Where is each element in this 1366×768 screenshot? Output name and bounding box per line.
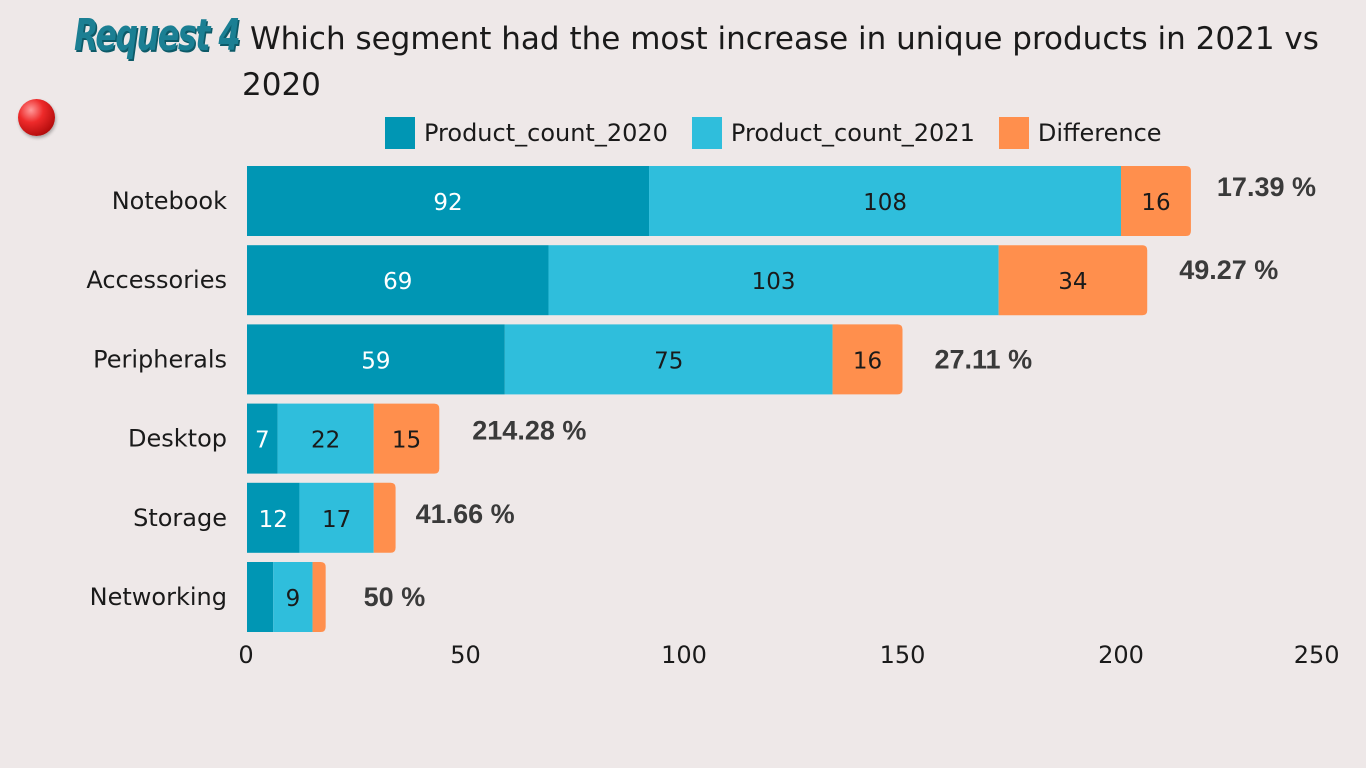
- legend-swatch-2020: [385, 117, 415, 149]
- bar-segment-product-count-2021: [299, 482, 374, 553]
- bar-value-label: 7: [255, 428, 270, 454]
- bar-segment-difference: [832, 324, 903, 395]
- bar-segment-product-count-2020: [247, 482, 300, 553]
- bar-value-label: 75: [654, 348, 683, 374]
- bar-value-label: 12: [259, 507, 288, 533]
- bar-segment-product-count-2021: [504, 324, 833, 395]
- percent-increase-label: 17.39 %: [1217, 172, 1316, 202]
- bar-value-label: 16: [1141, 190, 1170, 216]
- x-tick-label: 150: [880, 641, 926, 669]
- chart-title: Which segment had the most increase in u…: [242, 21, 1319, 103]
- x-tick-label: 250: [1294, 641, 1340, 669]
- bar-segment-difference: [373, 403, 440, 474]
- legend-label-difference: Difference: [1037, 119, 1162, 147]
- bar-value-label: 108: [863, 190, 907, 216]
- bar-segment-difference: [998, 245, 1148, 316]
- percent-increase-label: 27.11 %: [935, 344, 1033, 374]
- x-tick-label: 0: [238, 641, 253, 669]
- bar-value-label: 15: [392, 428, 421, 454]
- x-tick-label: 100: [661, 641, 707, 669]
- percent-increase-label: 49.27 %: [1179, 255, 1278, 285]
- bar-segment-product-count-2020: [247, 245, 549, 316]
- bar-segment-product-count-2020: [247, 562, 274, 632]
- request-tag: Request 4: [74, 10, 241, 61]
- bar-value-label: 69: [383, 269, 412, 295]
- percent-increase-label: 41.66 %: [416, 499, 515, 529]
- percent-increase-label: 50 %: [364, 582, 426, 612]
- bar-value-label: 59: [361, 348, 390, 374]
- legend: Product_count_2020 Product_count_2021 Di…: [385, 116, 1186, 150]
- bar-value-label: 17: [322, 507, 351, 533]
- bar-value-label: 22: [311, 428, 340, 454]
- percent-increase-label: 214.28 %: [472, 416, 586, 446]
- legend-item-2020: Product_count_2020: [385, 117, 668, 149]
- bar-value-label: 16: [853, 348, 882, 374]
- bar-segment-product-count-2020: [247, 403, 278, 474]
- bar-segment-product-count-2020: [247, 324, 505, 395]
- bar-segment-difference: [1121, 166, 1191, 236]
- legend-swatch-difference: [998, 117, 1029, 149]
- bar-value-label: 34: [1058, 269, 1087, 295]
- red-dot-icon: [18, 99, 55, 136]
- category-label: Peripherals: [93, 345, 227, 373]
- bar-value-label: 9: [286, 586, 301, 612]
- bar-segment-product-count-2021: [548, 245, 999, 316]
- category-label: Storage: [133, 504, 227, 532]
- category-label: Accessories: [86, 266, 227, 294]
- legend-label-2020: Product_count_2020: [424, 119, 668, 147]
- legend-label-2021: Product_count_2021: [730, 119, 975, 147]
- category-label: Notebook: [112, 187, 227, 215]
- category-label: Desktop: [128, 425, 227, 453]
- legend-swatch-2021: [691, 117, 722, 149]
- bar-segment-product-count-2021: [277, 403, 374, 474]
- bar-value-label: 92: [433, 190, 462, 216]
- x-tick-label: 50: [450, 641, 481, 669]
- legend-item-difference: Difference: [998, 117, 1162, 149]
- bar-segment-difference: [373, 482, 396, 553]
- bar-segment-product-count-2020: [247, 166, 650, 236]
- bar-segment-product-count-2021: [273, 562, 313, 632]
- category-label: Networking: [90, 583, 227, 611]
- bar-segment-difference: [312, 562, 326, 632]
- bar-segment-product-count-2021: [649, 166, 1121, 236]
- legend-item-2021: Product_count_2021: [691, 117, 975, 149]
- x-tick-label: 200: [1098, 641, 1144, 669]
- bar-value-label: 103: [752, 269, 796, 295]
